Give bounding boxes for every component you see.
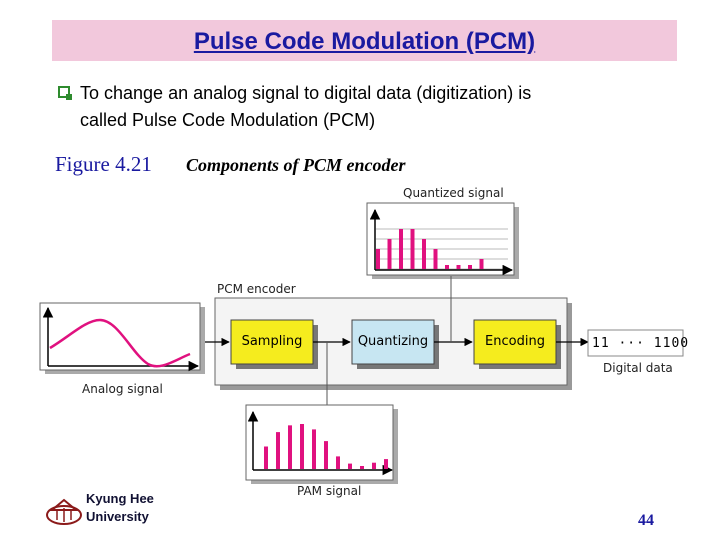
pam-pulse-2 (288, 425, 292, 469)
quantized-pulse-8 (468, 265, 472, 269)
quantized-grid (376, 228, 508, 270)
digital-output-bits: 11 ··· 1100 (592, 336, 690, 351)
sampling-label: Sampling (241, 334, 303, 349)
analog-signal-label: Analog signal (82, 382, 163, 396)
encoding-label: Encoding (485, 334, 545, 349)
quantized-pulse-1 (387, 239, 392, 269)
university-logo-icon (46, 498, 82, 525)
pam-pulse-9 (372, 462, 376, 469)
quantized-pulse-5 (433, 249, 438, 269)
pam-pulse-7 (348, 463, 352, 469)
quantizing-label: Quantizing (357, 334, 429, 349)
pam-pulse-0 (264, 446, 268, 469)
quantized-pulse-6 (445, 265, 449, 269)
quantized-pulse-2 (399, 229, 403, 269)
bullet-text: To change an analog signal to digital da… (80, 80, 680, 134)
page-number: 44 (638, 512, 654, 529)
analog-waveform (49, 318, 191, 368)
pcm-encoder-label: PCM encoder (217, 282, 296, 296)
bullet-line-1: To change an analog signal to digital da… (80, 83, 532, 103)
quantized-signal-label: Quantized signal (403, 186, 504, 200)
quantized-pulses (376, 229, 484, 269)
digital-data-box (587, 329, 684, 357)
quantized-pulse-0 (376, 249, 380, 269)
pam-pulse-3 (300, 424, 304, 469)
encoding-block (473, 319, 557, 365)
pam-signal-label: PAM signal (297, 484, 362, 498)
page-title: Pulse Code Modulation (PCM) (193, 28, 536, 55)
pam-panel (245, 404, 394, 481)
quantized-pulse-4 (422, 239, 426, 269)
figure-caption: Components of PCM encoder (186, 155, 406, 175)
pam-pulse-10 (384, 459, 388, 469)
sampling-block (230, 319, 314, 365)
bullet-line-2: called Pulse Code Modulation (PCM) (80, 110, 376, 130)
pam-pulse-1 (276, 432, 280, 469)
university-name: Kyung Hee University (86, 490, 176, 526)
title-bar: Pulse Code Modulation (PCM) (52, 20, 677, 61)
quantized-pulse-7 (456, 265, 461, 269)
pam-pulses (264, 424, 388, 469)
digital-data-label: Digital data (603, 361, 673, 375)
pam-pulse-5 (324, 441, 328, 469)
quantized-pulse-3 (410, 229, 415, 269)
quantized-pulse-9 (479, 259, 484, 269)
university-line-2: University (86, 509, 149, 524)
university-line-1: Kyung Hee (86, 491, 154, 506)
checkbox-bullet-icon (58, 86, 72, 100)
pam-pulse-8 (360, 466, 364, 469)
figure-number: Figure 4.21 (55, 152, 152, 176)
pam-pulse-4 (312, 429, 316, 469)
pam-pulse-6 (336, 456, 340, 469)
